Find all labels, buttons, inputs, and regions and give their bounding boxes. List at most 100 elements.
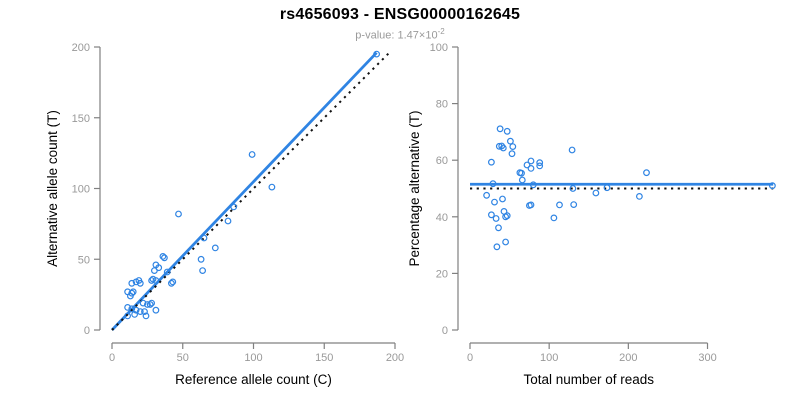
data-point <box>503 127 511 135</box>
data-point <box>536 159 544 167</box>
data-point <box>592 189 600 197</box>
data-point <box>483 191 491 199</box>
x-tick-label: 0 <box>467 352 473 364</box>
data-point <box>141 308 148 316</box>
data-point <box>148 277 156 284</box>
data-point <box>498 142 506 150</box>
data-point <box>268 183 276 191</box>
data-point <box>143 301 151 308</box>
data-point <box>159 252 167 260</box>
x-tick-label: 200 <box>386 352 404 364</box>
data-point <box>492 215 500 222</box>
y-tick-label: 150 <box>72 113 90 125</box>
data-point <box>200 234 208 242</box>
data-point <box>488 211 495 219</box>
data-point <box>493 243 501 251</box>
data-point <box>499 195 506 203</box>
data-point <box>495 142 503 150</box>
data-point <box>509 143 517 151</box>
data-point <box>526 202 533 209</box>
data-point <box>149 275 157 283</box>
data-point <box>508 150 516 158</box>
data-point <box>502 238 510 246</box>
y-tick-label: 0 <box>442 325 448 337</box>
left-x-axis-title: Reference allele count (C) <box>175 372 332 387</box>
data-point <box>507 137 514 145</box>
data-point <box>248 151 256 158</box>
left-plot: 0 50 100 150 200 0 50 100 150 200 Reference allele… <box>45 42 404 387</box>
data-point <box>199 267 207 275</box>
data-point <box>124 304 131 311</box>
data-point <box>132 278 140 286</box>
right-x-axis: 0 100 200 300 <box>467 342 717 364</box>
data-point <box>146 301 154 308</box>
data-point <box>373 50 381 58</box>
data-point <box>603 184 611 192</box>
data-point <box>142 312 150 320</box>
data-point <box>211 244 219 252</box>
y-tick-label: 0 <box>84 325 90 337</box>
data-point <box>197 255 205 263</box>
data-point <box>131 311 139 318</box>
data-point <box>636 192 643 200</box>
fit-line <box>110 51 378 331</box>
data-point <box>527 164 535 172</box>
data-point <box>556 201 563 209</box>
data-point <box>569 185 577 192</box>
data-point <box>643 169 650 177</box>
data-point <box>160 254 168 262</box>
data-point <box>516 169 524 177</box>
data-point <box>124 288 131 296</box>
y-tick-label: 40 <box>436 212 448 224</box>
x-tick-label: 0 <box>109 352 115 364</box>
y-tick-label: 60 <box>436 155 448 167</box>
left-x-axis: 0 50 100 150 200 <box>109 342 404 364</box>
data-point <box>489 180 497 188</box>
data-point <box>570 201 578 209</box>
data-point <box>124 312 131 320</box>
data-point <box>488 158 495 166</box>
y-tick-label: 50 <box>78 254 90 266</box>
identity-line <box>111 51 391 331</box>
data-point <box>139 299 147 307</box>
right-y-axis: 0 20 40 60 80 100 <box>430 42 459 337</box>
x-tick-label: 100 <box>540 352 558 364</box>
data-point <box>523 161 531 169</box>
x-tick-label: 200 <box>619 352 637 364</box>
y-tick-label: 20 <box>436 268 448 280</box>
data-point <box>150 267 158 275</box>
x-tick-label: 150 <box>315 352 333 364</box>
x-tick-label: 300 <box>698 352 716 364</box>
data-point <box>529 181 537 189</box>
data-point <box>550 214 558 222</box>
data-point <box>568 146 576 154</box>
data-point <box>175 210 182 218</box>
data-point <box>167 279 175 287</box>
right-plot: 0 20 40 60 80 100 0 100 200 300 Total number of re… <box>407 42 776 387</box>
data-point <box>132 306 140 314</box>
left-y-axis: 0 50 100 150 200 <box>72 42 101 337</box>
x-tick-label: 50 <box>177 352 189 364</box>
data-point <box>527 157 535 165</box>
data-point <box>163 268 171 276</box>
y-tick-label: 100 <box>430 42 448 54</box>
data-point <box>495 224 502 232</box>
data-point <box>224 217 232 225</box>
y-tick-label: 80 <box>436 99 448 111</box>
data-point <box>136 308 144 316</box>
right-y-axis-title: Percentage alternative (T) <box>407 110 422 266</box>
left-y-axis-title: Alternative allele count (T) <box>45 110 60 267</box>
x-tick-label: 100 <box>244 352 262 364</box>
data-point <box>152 306 160 314</box>
data-point <box>230 203 238 211</box>
data-point <box>128 279 136 287</box>
data-point <box>496 125 504 133</box>
y-tick-label: 100 <box>72 184 90 196</box>
data-point <box>769 182 776 190</box>
data-point <box>536 162 544 170</box>
right-points <box>483 125 776 251</box>
right-x-axis-title: Total number of reads <box>523 372 654 387</box>
y-tick-label: 200 <box>72 42 90 54</box>
data-point <box>148 299 156 307</box>
